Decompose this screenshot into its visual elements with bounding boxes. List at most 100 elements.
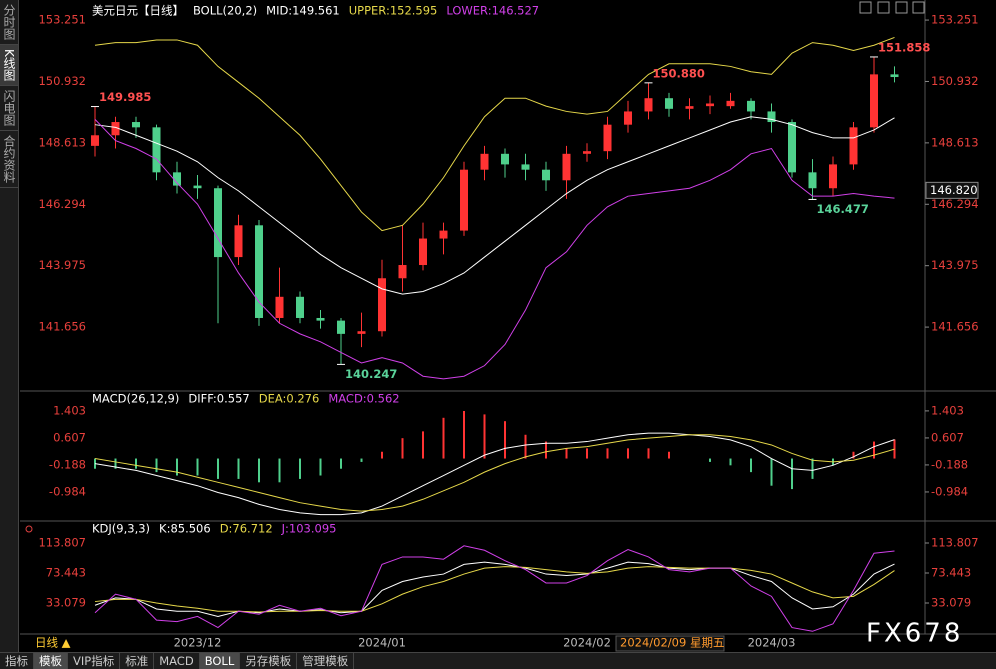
candle-body bbox=[460, 169, 468, 231]
candle-body bbox=[521, 164, 530, 170]
legend-label: MACD(26,12,9) bbox=[92, 392, 179, 406]
toolbar-icons[interactable] bbox=[859, 1, 925, 14]
y-tick-label: 73.443 bbox=[46, 565, 86, 579]
sidebar-tab[interactable]: K线图 bbox=[0, 45, 18, 86]
candle-body bbox=[214, 188, 222, 258]
y-tick-label: -0.188 bbox=[931, 457, 968, 471]
tab-bar: 指标 模板 VIP指标 标准 MACD BOLL 另存模板 管理模板 bbox=[0, 652, 996, 669]
candle-body bbox=[747, 100, 755, 112]
y-tick-label: 141.656 bbox=[38, 320, 86, 334]
candle-body bbox=[480, 153, 489, 170]
series-line bbox=[94, 116, 895, 295]
candle-body bbox=[829, 164, 837, 189]
candle-body bbox=[562, 153, 571, 181]
series-line bbox=[94, 566, 895, 613]
annotation-label: 151.858 bbox=[878, 40, 930, 54]
cursor-date-box bbox=[615, 635, 725, 652]
candle-body bbox=[132, 122, 140, 128]
candle-body bbox=[726, 100, 735, 107]
series-line bbox=[94, 561, 895, 617]
tab[interactable]: 标准 bbox=[120, 653, 155, 669]
candle-body bbox=[316, 317, 325, 321]
annotation-label: 146.477 bbox=[817, 202, 869, 216]
icon[interactable] bbox=[877, 1, 890, 14]
candle-body bbox=[603, 124, 612, 152]
icon[interactable] bbox=[859, 1, 872, 14]
y-tick-label: -0.984 bbox=[49, 484, 86, 498]
legend-label: K:85.506 bbox=[159, 522, 211, 536]
y-tick-label: 146.294 bbox=[931, 197, 979, 211]
candle-body bbox=[173, 172, 181, 186]
y-tick-label: 73.443 bbox=[931, 565, 971, 579]
series-line bbox=[94, 434, 895, 512]
candle-body bbox=[255, 225, 263, 318]
candle-body bbox=[111, 122, 120, 136]
legend-label: DIFF:0.557 bbox=[188, 392, 249, 406]
y-tick-label: 33.079 bbox=[931, 595, 971, 609]
candle-body bbox=[337, 320, 345, 334]
y-tick-label: 0.607 bbox=[53, 430, 86, 444]
y-tick-label: 141.656 bbox=[931, 320, 979, 334]
legend-label: 美元日元【日线】 bbox=[92, 4, 184, 18]
candle-body bbox=[665, 98, 673, 109]
sidebar-tab[interactable]: 分时图 bbox=[0, 0, 18, 45]
candle-body bbox=[583, 151, 591, 154]
candle-body bbox=[234, 225, 243, 258]
candle-body bbox=[193, 185, 202, 189]
y-tick-label: 1.403 bbox=[931, 403, 964, 417]
candle-body bbox=[419, 238, 427, 266]
period-label[interactable]: 日线 ▲ bbox=[35, 636, 71, 650]
y-tick-label: 146.294 bbox=[38, 197, 86, 211]
sidebar-tab[interactable]: 合约资料 bbox=[0, 131, 18, 188]
tab[interactable]: MACD bbox=[154, 653, 200, 669]
y-tick-label: 150.932 bbox=[931, 74, 979, 88]
series-line bbox=[94, 119, 895, 380]
icon[interactable] bbox=[895, 1, 908, 14]
y-tick-label: 148.613 bbox=[38, 135, 86, 149]
candle-body bbox=[870, 74, 878, 128]
candle-body bbox=[275, 296, 284, 318]
y-tick-label: 1.403 bbox=[53, 403, 86, 417]
candle-body bbox=[398, 265, 407, 279]
x-tick-label: 2024/01 bbox=[358, 636, 406, 650]
y-tick-label: 143.975 bbox=[931, 258, 979, 272]
tab[interactable]: 另存模板 bbox=[240, 653, 298, 669]
candle-body bbox=[644, 98, 653, 112]
candle-body bbox=[890, 74, 899, 78]
sidebar-tab[interactable]: 闪电图 bbox=[0, 86, 18, 131]
annotation-label: 140.247 bbox=[345, 367, 397, 381]
candle-body bbox=[357, 331, 366, 334]
tab[interactable]: 指标 bbox=[0, 653, 34, 669]
tab[interactable]: 管理模板 bbox=[297, 653, 355, 669]
y-tick-label: 143.975 bbox=[38, 258, 86, 272]
y-tick-label: 153.251 bbox=[931, 13, 979, 27]
price-marker bbox=[925, 181, 979, 199]
legend-label: DEA:0.276 bbox=[259, 392, 320, 406]
y-tick-label: 113.807 bbox=[38, 535, 86, 549]
candle-body bbox=[91, 135, 99, 146]
watermark: FX678 bbox=[866, 619, 963, 649]
y-tick-label: 33.079 bbox=[46, 595, 86, 609]
candle-body bbox=[542, 169, 550, 181]
tab[interactable]: VIP指标 bbox=[68, 653, 121, 669]
candle-body bbox=[767, 111, 776, 123]
candle-body bbox=[849, 127, 858, 165]
cursor-date: 2024/02/09 星期五 bbox=[620, 636, 724, 650]
annotation-label: 150.880 bbox=[653, 66, 705, 80]
y-tick-label: 153.251 bbox=[38, 13, 86, 27]
legend-label: LOWER:146.527 bbox=[446, 4, 539, 18]
series-line bbox=[94, 432, 895, 516]
x-tick-label: 2024/02 bbox=[563, 636, 611, 650]
y-tick-label: 150.932 bbox=[38, 74, 86, 88]
x-tick-label: 2023/12 bbox=[174, 636, 222, 650]
icon[interactable] bbox=[912, 1, 925, 14]
y-tick-label: -0.188 bbox=[49, 457, 86, 471]
legend-label: KDJ(9,3,3) bbox=[92, 522, 150, 536]
candle-body bbox=[501, 153, 509, 165]
tab[interactable]: 模板 bbox=[34, 653, 68, 669]
candle-body bbox=[788, 122, 796, 173]
y-tick-label: 0.607 bbox=[931, 430, 964, 444]
tab[interactable]: BOLL bbox=[199, 653, 241, 669]
icon bbox=[25, 525, 33, 533]
series-line bbox=[94, 36, 895, 232]
